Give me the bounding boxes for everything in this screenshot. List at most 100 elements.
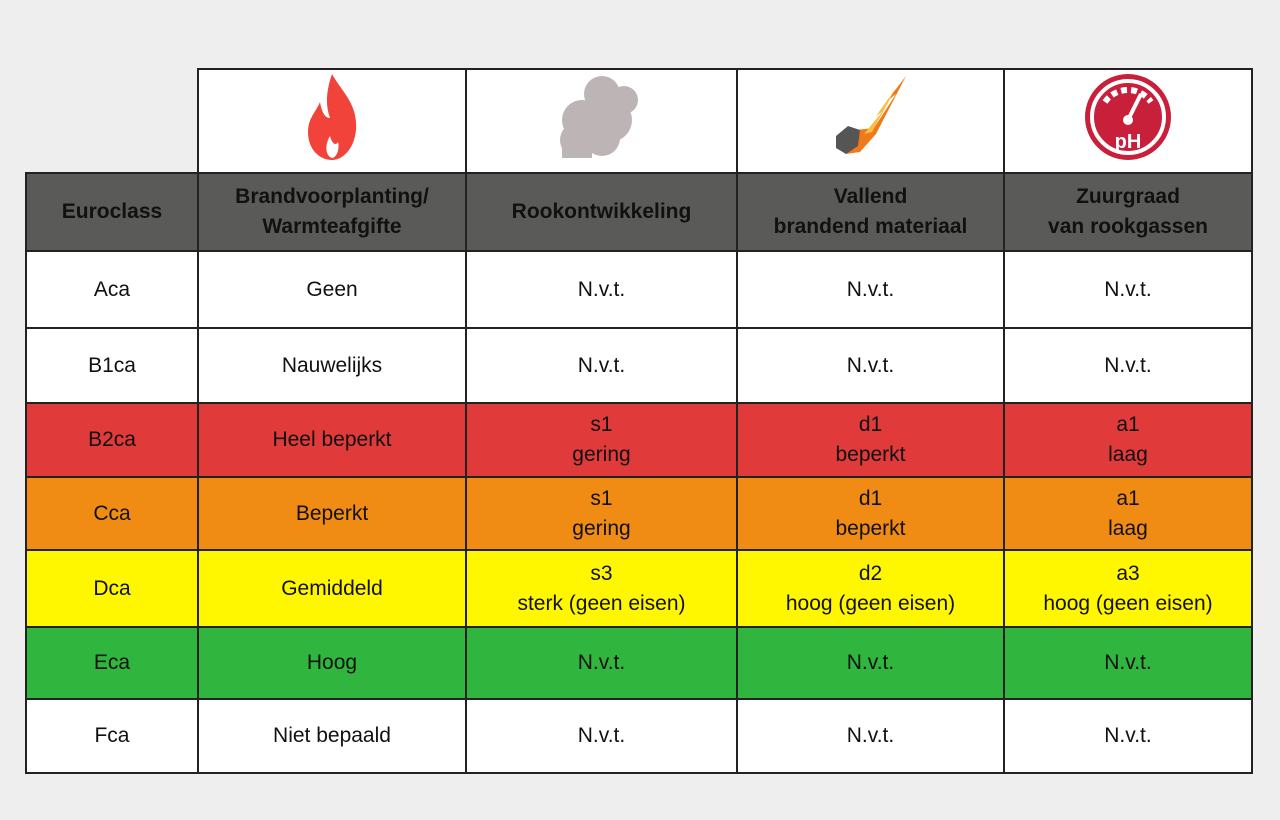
cell-text: s1	[590, 413, 613, 436]
smoke-cell	[465, 68, 738, 174]
cell-text: s1	[590, 486, 613, 510]
table-row: B1ca Nauwelijks N.v.t. N.v.t. N.v.t.	[25, 327, 1253, 404]
header-euroclass: Euroclass	[25, 172, 199, 252]
table-row: Eca Hoog N.v.t. N.v.t. N.v.t.	[25, 626, 1253, 700]
cell-text: Cca	[93, 501, 131, 525]
fire-cell: Geen	[197, 250, 467, 329]
ph-gauge-icon: pH	[1085, 73, 1171, 160]
table-row: Fca Niet bepaald N.v.t. N.v.t. N.v.t.	[25, 698, 1253, 774]
euroclass-table: pH Euroclass Brandvoorplanting/Warmteafg…	[25, 68, 1253, 774]
cell-text: N.v.t.	[577, 651, 626, 674]
drops-cell: d2 hoog (geen eisen)	[736, 549, 1005, 628]
cell-text: B1ca	[88, 353, 136, 377]
drops-cell: N.v.t.	[736, 698, 1005, 774]
header-drops: Vallend brandend materiaal	[736, 172, 1005, 252]
cell-text: d1	[858, 486, 883, 510]
smoke-cell: N.v.t.	[465, 626, 738, 700]
cell-text: Eca	[93, 651, 131, 674]
cell-text: sterk (geen eisen)	[517, 591, 686, 615]
fire-cell: Heel beperkt	[197, 402, 467, 478]
flame-icon	[308, 73, 357, 160]
smoke-cell: s1 gering	[465, 402, 738, 478]
cell-text: N.v.t.	[1104, 353, 1152, 377]
header-row: Euroclass Brandvoorplanting/Warmteafgift…	[25, 172, 1253, 252]
cell-text: a3	[1116, 561, 1140, 585]
header-smoke: Rookontwikkeling	[465, 172, 738, 252]
cell-text: N.v.t.	[846, 277, 895, 301]
euroclass-cell: Fca	[25, 698, 199, 774]
table-row: Cca Beperkt s1 gering d1 beperkt a1 laag	[25, 476, 1253, 551]
cell-text: N.v.t.	[577, 724, 626, 747]
cell-text: Nauwelijks	[281, 353, 383, 377]
smoke-cell: s3 sterk (geen eisen)	[465, 549, 738, 628]
cell-text: N.v.t.	[1104, 277, 1152, 301]
fire-cell: Nauwelijks	[197, 327, 467, 404]
drops-cell: N.v.t.	[736, 250, 1005, 329]
cell-text: N.v.t.	[846, 353, 895, 377]
cell-text: laag	[1108, 443, 1148, 466]
cell-text: Aca	[93, 277, 131, 301]
cell-text: hoog (geen eisen)	[1043, 591, 1213, 615]
cell-text: a1	[1116, 413, 1140, 436]
cell-text: d2	[858, 561, 883, 585]
cell-text: a1	[1116, 486, 1140, 510]
cell-text: beperkt	[835, 516, 906, 540]
euroclass-cell: Cca	[25, 476, 199, 551]
cell-text: N.v.t.	[577, 277, 626, 301]
cell-text: Dca	[93, 576, 131, 600]
ph-cell: pH	[1003, 68, 1253, 174]
acid-cell: a1 laag	[1003, 476, 1253, 551]
drops-cell: d1 beperkt	[736, 476, 1005, 551]
fire-cell: Niet bepaald	[197, 698, 467, 774]
cell-text: laag	[1108, 516, 1148, 540]
cell-text: gering	[572, 443, 631, 466]
cell-text: Geen	[306, 277, 358, 301]
cell-text: N.v.t.	[1104, 651, 1152, 674]
drops-cell: N.v.t.	[736, 327, 1005, 404]
cell-text: Heel beperkt	[272, 428, 392, 451]
cell-text: B2ca	[88, 428, 136, 451]
fire-cell: Beperkt	[197, 476, 467, 551]
cell-text: Gemiddeld	[281, 576, 383, 600]
cell-text: N.v.t.	[577, 353, 626, 377]
drops-cell: d1 beperkt	[736, 402, 1005, 478]
cell-text: beperkt	[835, 443, 906, 466]
header-fire: Brandvoorplanting/Warmteafgifte	[197, 172, 467, 252]
acid-cell: N.v.t.	[1003, 626, 1253, 700]
cell-text: Fca	[94, 724, 130, 747]
drops-cell: N.v.t.	[736, 626, 1005, 700]
euroclass-cell: B1ca	[25, 327, 199, 404]
empty-cell	[26, 69, 198, 174]
falling-meteor-icon	[835, 75, 906, 154]
meteor-cell	[736, 68, 1005, 174]
svg-text:pH: pH	[1115, 131, 1142, 153]
acid-cell: N.v.t.	[1003, 327, 1253, 404]
smoke-cell: N.v.t.	[465, 327, 738, 404]
acid-cell: a1 laag	[1003, 402, 1253, 478]
acid-cell: N.v.t.	[1003, 698, 1253, 774]
icon-row: pH	[26, 68, 1253, 174]
cell-text: hoog (geen eisen)	[785, 591, 956, 615]
table-row: Aca Geen N.v.t. N.v.t. N.v.t.	[25, 250, 1253, 329]
smoke-cell: N.v.t.	[465, 698, 738, 774]
cell-text: gering	[572, 516, 631, 540]
fire-cell: Hoog	[197, 626, 467, 700]
cell-text: Hoog	[306, 651, 358, 674]
euroclass-cell: Aca	[25, 250, 199, 329]
cell-text: s3	[590, 561, 613, 585]
cell-text: N.v.t.	[846, 651, 895, 674]
euroclass-cell: Eca	[25, 626, 199, 700]
acid-cell: a3 hoog (geen eisen)	[1003, 549, 1253, 628]
fire-cell: Gemiddeld	[197, 549, 467, 628]
table-row: B2ca Heel beperkt s1 gering d1 beperkt a1 laag	[25, 402, 1253, 478]
euroclass-cell: Dca	[25, 549, 199, 628]
smoke-cell: s1 gering	[465, 476, 738, 551]
cell-text: N.v.t.	[1104, 724, 1152, 747]
acid-cell: N.v.t.	[1003, 250, 1253, 329]
header-acid: Zuurgraad van rookgassen	[1003, 172, 1253, 252]
cell-text: N.v.t.	[846, 724, 895, 747]
flame-cell	[197, 68, 467, 174]
cell-text: d1	[858, 413, 883, 436]
euroclass-cell: B2ca	[25, 402, 199, 478]
cell-text: Beperkt	[295, 501, 369, 525]
